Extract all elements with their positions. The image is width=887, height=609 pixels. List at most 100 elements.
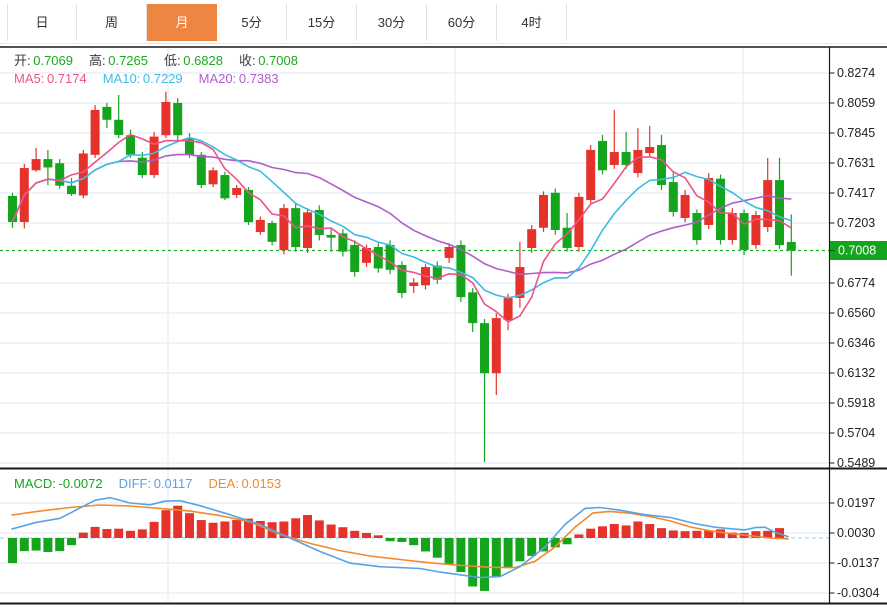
candle-body	[491, 318, 501, 374]
close-label: 收:	[239, 53, 256, 68]
tab-15min[interactable]: 15分	[287, 4, 357, 41]
ma20-value: 0.7383	[236, 71, 279, 86]
candle-body	[232, 187, 242, 195]
candle-body	[255, 219, 265, 232]
macd-bar	[657, 528, 666, 538]
macd-bar	[102, 529, 112, 538]
price-tick-label: 0.7845	[837, 126, 875, 140]
macd-dea: DEA: 0.0153	[209, 476, 282, 491]
price-tick-label: 0.5918	[837, 396, 875, 410]
macd-bar	[137, 529, 147, 538]
candle-body	[645, 146, 655, 154]
ma-ma5: MA5: 0.7174	[14, 71, 87, 86]
candle-body	[609, 152, 619, 165]
macd-bar	[621, 525, 631, 538]
macd-bar	[633, 521, 643, 538]
price-tick-label: 0.5489	[837, 456, 875, 470]
macd-diff: DIFF: 0.0117	[119, 476, 193, 491]
macd-bar	[527, 538, 537, 556]
tab-week[interactable]: 周	[77, 4, 147, 41]
dea-value: 0.0153	[238, 476, 282, 491]
candle-body	[173, 102, 183, 136]
candle-body	[267, 223, 277, 242]
candle-body	[303, 212, 312, 248]
candle-body	[775, 180, 784, 246]
macd-bar	[232, 520, 242, 538]
macd-bar	[185, 513, 194, 538]
candle-body	[362, 247, 371, 263]
candle-body	[786, 241, 796, 251]
candle-body	[727, 213, 737, 240]
candle-body	[196, 154, 206, 186]
macd-bar	[598, 526, 607, 538]
macd-bar	[562, 538, 572, 545]
candle-body	[279, 208, 289, 251]
candle-body	[149, 136, 159, 176]
candle-body	[668, 182, 678, 212]
macd-macd: MACD: -0.0072	[14, 476, 103, 491]
ma5-line	[11, 133, 792, 323]
price-tick-label: 0.6560	[837, 306, 875, 320]
open-label: 开:	[14, 53, 31, 68]
candle-body	[444, 246, 454, 258]
macd-bar	[385, 538, 395, 542]
tab-4hour[interactable]: 4时	[497, 4, 567, 41]
macd-bar	[291, 518, 301, 538]
diff-label: DIFF:	[118, 476, 152, 491]
ohlc-legend: 开: 0.7069 高: 0.7265 低: 0.6828 收: 0.7008	[14, 50, 314, 69]
candle-body	[90, 109, 100, 155]
macd-bar	[314, 520, 324, 538]
macd-bar	[8, 538, 17, 564]
candle-body	[326, 234, 336, 238]
ohlc-open: 开: 0.7069	[14, 53, 73, 68]
macd-bar	[716, 529, 725, 538]
ma10-label: MA10:	[102, 71, 141, 86]
candle-body	[480, 323, 489, 374]
macd-bar	[303, 515, 312, 538]
macd-tick-label: -0.0304	[837, 586, 879, 600]
macd-bar	[196, 520, 206, 538]
macd-bar	[255, 520, 265, 538]
candle-body	[397, 264, 407, 293]
candle-body	[137, 157, 147, 176]
candle-body	[574, 196, 584, 247]
tab-day[interactable]: 日	[7, 4, 77, 41]
candle-body	[314, 209, 324, 235]
macd-bar	[480, 538, 489, 591]
macd-bar	[586, 528, 596, 538]
ma-ma10: MA10: 0.7229	[103, 71, 183, 86]
macd-bar	[421, 538, 430, 552]
macd-bar	[645, 523, 655, 538]
dea-line	[11, 504, 789, 569]
price-tick-label: 0.7203	[837, 216, 875, 230]
timeframe-tabbar: 日周月 5分 15分 30分 60分 4时	[0, 0, 887, 44]
candle-body	[43, 159, 53, 168]
candle-body	[55, 163, 65, 186]
ma10-line	[11, 136, 792, 299]
macd-bar	[362, 532, 371, 538]
macd-bar	[55, 538, 65, 552]
price-tick-label: 0.6346	[837, 336, 875, 350]
macd-bar	[397, 538, 407, 542]
candle-body	[539, 194, 548, 228]
ohlc-low: 低: 0.6828	[164, 53, 223, 68]
tab-60min[interactable]: 60分	[427, 4, 497, 41]
macd-legend: MACD: -0.0072 DIFF: 0.0117 DEA: 0.0153	[14, 476, 297, 491]
ma20-label: MA20:	[198, 71, 237, 86]
macd-bar	[668, 530, 678, 538]
candle-body	[633, 149, 643, 174]
tab-5min[interactable]: 5分	[217, 4, 287, 41]
macd-bar	[751, 531, 761, 538]
tab-30min[interactable]: 30分	[357, 4, 427, 41]
candle-body	[208, 170, 218, 185]
macd-bar	[409, 538, 419, 546]
price-tick-label: 0.5704	[837, 426, 875, 440]
macd-bar	[161, 510, 171, 538]
macd-bar	[244, 518, 253, 538]
low-value: 0.6828	[180, 53, 223, 68]
candle-body	[680, 194, 690, 218]
tab-month[interactable]: 月	[147, 4, 217, 41]
low-label: 低:	[164, 53, 181, 68]
